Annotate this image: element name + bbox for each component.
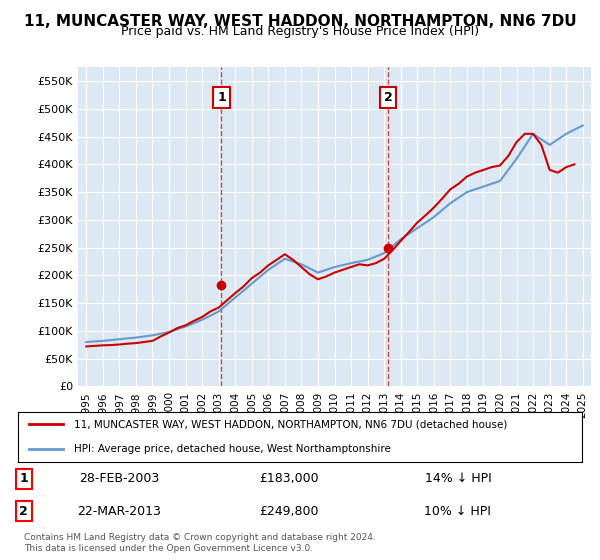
- Text: 11, MUNCASTER WAY, WEST HADDON, NORTHAMPTON, NN6 7DU: 11, MUNCASTER WAY, WEST HADDON, NORTHAMP…: [23, 14, 577, 29]
- Text: 11, MUNCASTER WAY, WEST HADDON, NORTHAMPTON, NN6 7DU (detached house): 11, MUNCASTER WAY, WEST HADDON, NORTHAMP…: [74, 419, 508, 429]
- Text: 2: 2: [383, 91, 392, 104]
- Text: HPI: Average price, detached house, West Northamptonshire: HPI: Average price, detached house, West…: [74, 445, 391, 454]
- Text: 22-MAR-2013: 22-MAR-2013: [77, 505, 161, 517]
- Text: Price paid vs. HM Land Registry's House Price Index (HPI): Price paid vs. HM Land Registry's House …: [121, 25, 479, 38]
- Text: 28-FEB-2003: 28-FEB-2003: [79, 473, 160, 486]
- Text: 14% ↓ HPI: 14% ↓ HPI: [425, 473, 491, 486]
- Text: 1: 1: [217, 91, 226, 104]
- Text: 10% ↓ HPI: 10% ↓ HPI: [424, 505, 491, 517]
- Text: Contains HM Land Registry data © Crown copyright and database right 2024.
This d: Contains HM Land Registry data © Crown c…: [24, 533, 376, 553]
- Text: £183,000: £183,000: [259, 473, 319, 486]
- Text: £249,800: £249,800: [259, 505, 319, 517]
- Text: 1: 1: [19, 473, 28, 486]
- Text: 2: 2: [19, 505, 28, 517]
